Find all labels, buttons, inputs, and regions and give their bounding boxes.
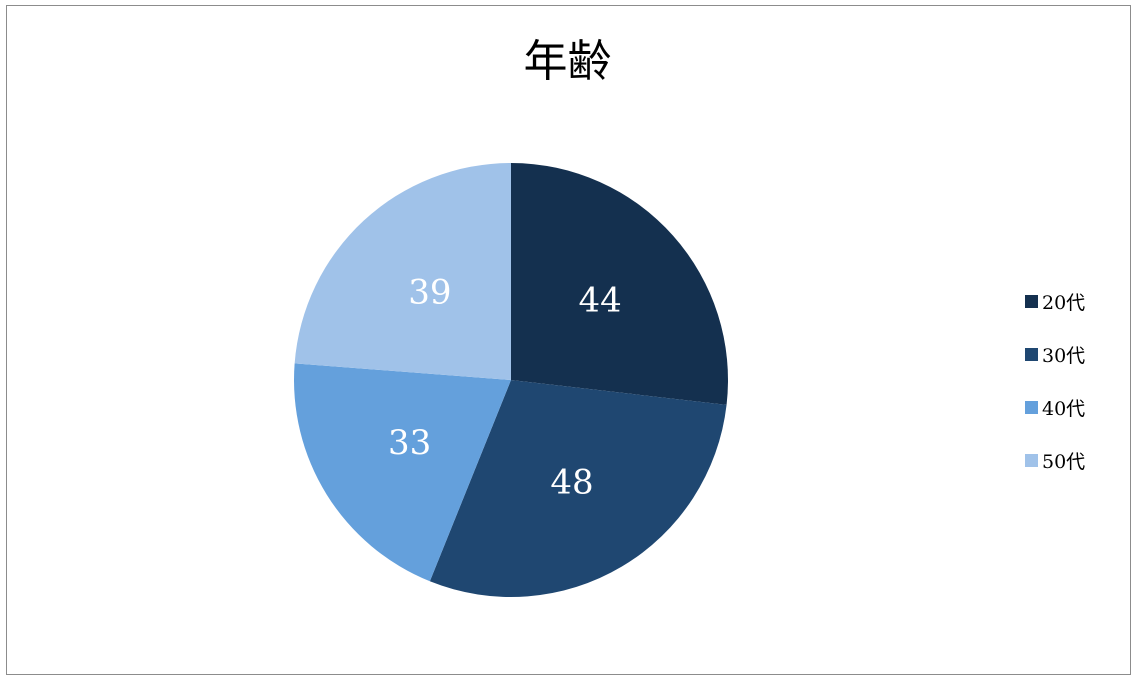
pie-slice-20s — [511, 163, 728, 405]
legend-item-30s: 30代 — [1025, 341, 1085, 368]
pie-slice-40s — [294, 363, 511, 582]
data-label-50s: 39 — [408, 272, 451, 312]
legend-label-40s: 40代 — [1042, 398, 1086, 420]
legend-swatch-50s — [1025, 454, 1038, 467]
data-label-40s: 33 — [388, 423, 431, 463]
legend: 20代 30代 40代 50代 — [1025, 288, 1085, 500]
legend-label-30s: 30代 — [1042, 345, 1086, 367]
legend-swatch-20s — [1025, 295, 1038, 308]
legend-label-20s: 20代 — [1042, 292, 1086, 314]
pie-slice-50s — [294, 163, 511, 380]
legend-item-50s: 50代 — [1025, 447, 1085, 474]
legend-swatch-30s — [1025, 348, 1038, 361]
chart-title: 年齢 — [523, 36, 612, 87]
pie-slice-30s — [429, 380, 727, 597]
legend-swatch-40s — [1025, 401, 1038, 414]
legend-item-20s: 20代 — [1025, 288, 1085, 315]
legend-item-40s: 40代 — [1025, 394, 1085, 421]
data-label-20s: 44 — [578, 281, 621, 321]
legend-label-50s: 50代 — [1042, 451, 1086, 473]
data-label-30s: 48 — [550, 463, 593, 503]
